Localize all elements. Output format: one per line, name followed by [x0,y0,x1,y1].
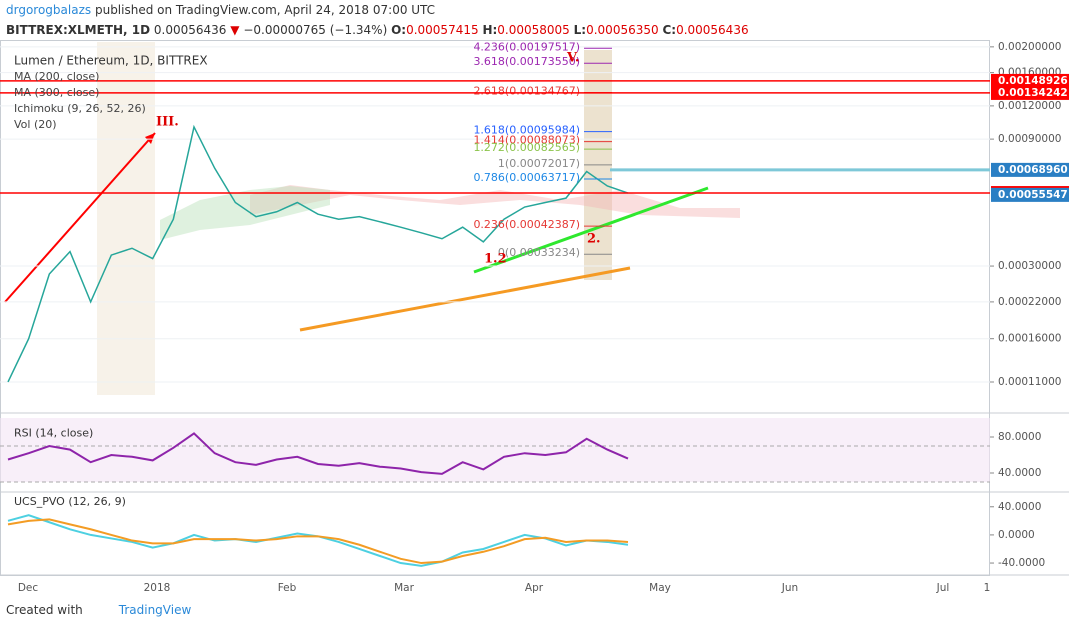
close: 0.00056436 [676,23,749,37]
x-tick-label: Mar [394,582,414,594]
change: −0.00000765 (−1.34%) [243,23,388,37]
fib-box [97,42,155,395]
y-tick-label: -40.0000 [998,557,1045,569]
fib-label: 1.414(0.00088073) [473,134,580,147]
fib-label: 2.618(0.00134767) [473,84,580,97]
author[interactable]: drgorogbalazs [6,3,92,17]
x-tick-label: Feb [278,582,297,594]
o-label: O: [391,23,407,37]
trend-arrow [4,132,156,303]
y-tick-label: 0.00011000 [998,376,1061,388]
brand[interactable]: TradingView [118,603,192,617]
indicator-label: Ichimoku (9, 26, 52, 26) [14,102,146,115]
rsi-band [0,418,990,482]
y-tick-label: 0.00200000 [998,41,1061,53]
trend-line [473,186,709,274]
trend-line [299,266,631,332]
y-tick-label: 0.00120000 [998,100,1061,112]
h-label: H: [482,23,498,37]
pane-title: RSI (14, close) [14,427,93,440]
y-tick-label: 40.0000 [998,501,1041,513]
price-tag-label: 0.00068960 [998,164,1068,176]
price-tag [991,73,1069,88]
frames [0,40,1069,576]
byline: drgorogbalazs published on TradingView.c… [6,0,749,20]
chart: 0.002000000.001600000.001200000.00090000… [0,40,1069,594]
x-tick-label: 1 [984,582,991,594]
x-tick-label: 2018 [144,582,171,594]
price-tag-label: 0.00055547 [998,189,1068,201]
fib-label: 3.618(0.00173550) [473,55,580,68]
fib-label: 1.272(0.00082565) [473,141,580,154]
l-label: L: [573,23,587,37]
price-line [7,124,629,383]
indicator-label: MA (300, close) [14,86,99,99]
pane-title: UCS_PVO (12, 26, 9) [14,495,126,508]
fib-label: 0(0.00033234) [498,246,580,259]
price-tag [991,187,1069,202]
y-tick-label: 0.00030000 [998,260,1061,272]
indicator-line [7,518,629,565]
y-tick-label: 0.00016000 [998,333,1061,345]
ichimoku-cloud [160,186,330,240]
published: published on TradingView.com, April 24, … [94,3,436,17]
wave-label: 1.2 [484,252,507,267]
x-tick-label: Jul [936,582,950,594]
low: 0.00056350 [586,23,659,37]
fib-label: 1.618(0.00095984) [473,124,580,137]
legend-title: Lumen / Ethereum, 1D, BITTREX [14,54,208,68]
fib-label: 1(0.00072017) [498,157,580,170]
price-tag [991,162,1069,177]
indicator-line [7,432,629,475]
c-label: C: [662,23,677,37]
wave-label: 2. [587,232,601,247]
header: drgorogbalazs published on TradingView.c… [6,0,749,40]
last: 0.00056436 [153,23,227,37]
y-tick-label: 40.0000 [998,467,1041,479]
indicator-line [7,514,629,567]
price-tag-label: 0.00148926 [998,75,1068,87]
fib-label: 0.786(0.00063717) [473,171,580,184]
created: Created with [6,603,83,617]
x-tick-label: Apr [525,582,544,594]
y-tick-label: 0.00090000 [998,133,1061,145]
price-tag-label: 0.00134242 [998,87,1068,99]
footer: Created with TradingView [6,603,191,617]
wave-label: V. [566,51,579,66]
quote-line: BITTREX:XLMETH, 1D 0.00056436 ▼ −0.00000… [6,20,749,40]
indicator-label: MA (200, close) [14,70,99,83]
y-tick-label: 80.0000 [998,431,1041,443]
high: 0.00058005 [497,23,570,37]
indicator-label: Vol (20) [14,118,57,131]
arrow-head [145,133,155,144]
price-tag [991,85,1069,100]
x-tick-label: Jun [781,582,798,594]
x-tick-label: Dec [18,582,39,594]
arrow: ▼ [230,23,240,37]
open: 0.00057415 [406,23,479,37]
y-tick-label: 0.0000 [998,529,1035,541]
x-tick-label: May [649,582,671,594]
wave-label: III. [156,115,179,130]
y-tick-label: 0.00022000 [998,296,1061,308]
symbol: BITTREX:XLMETH, 1D [6,23,151,37]
fib-label: 4.236(0.00197517) [473,40,580,53]
fib-label: 0.236(0.00042387) [473,218,580,231]
